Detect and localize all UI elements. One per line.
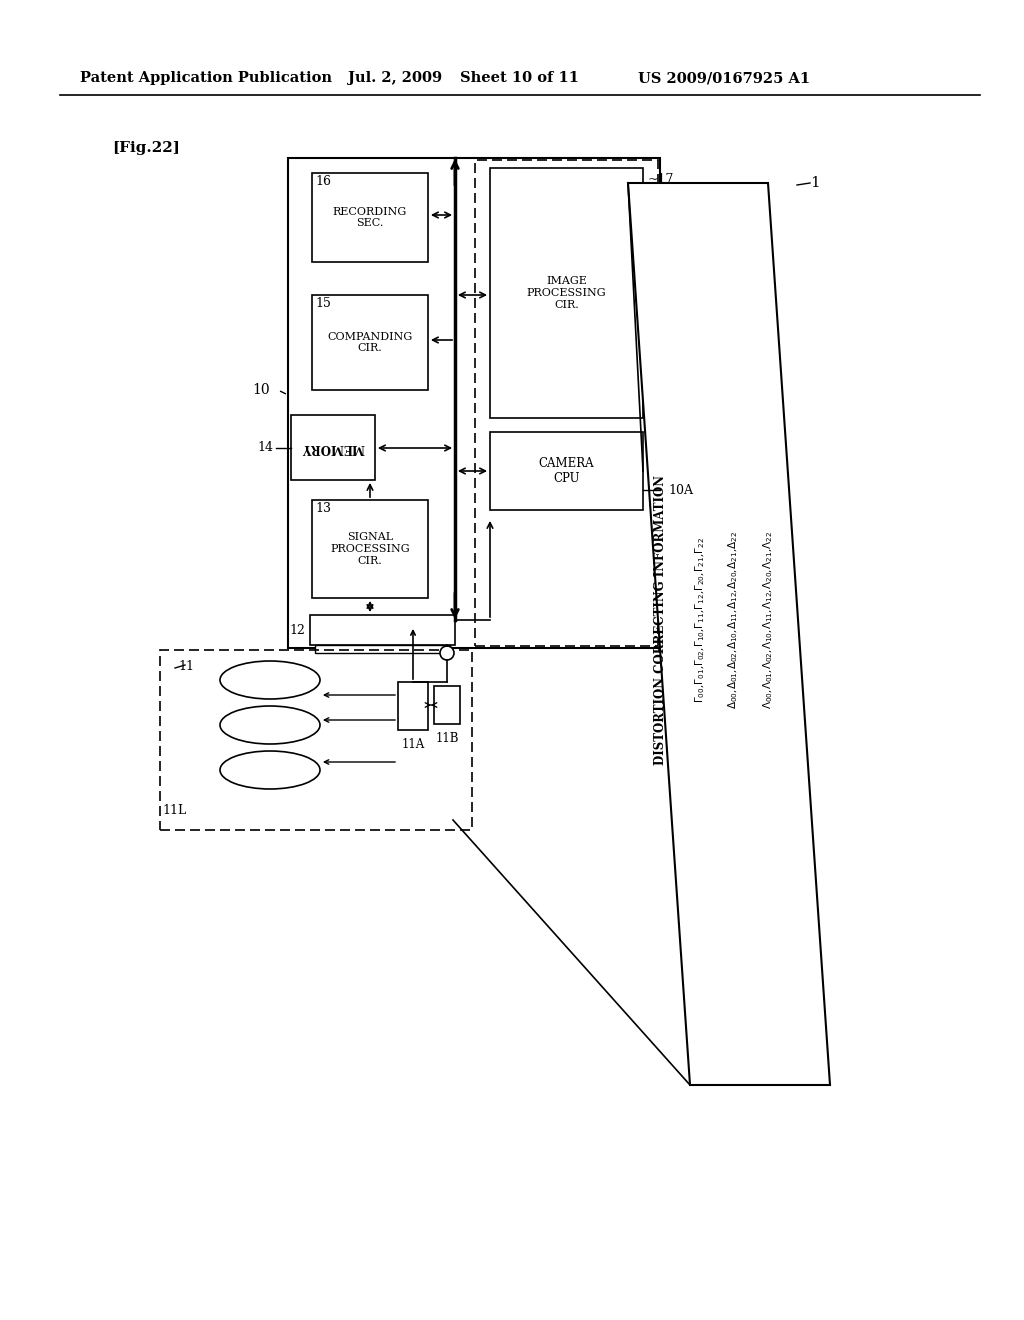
Bar <box>312 500 428 598</box>
Text: 11: 11 <box>178 660 194 673</box>
Text: RECORDING
SEC.: RECORDING SEC. <box>333 207 408 228</box>
Bar <box>160 649 472 830</box>
Text: 11L: 11L <box>162 804 186 817</box>
Text: IMAGE
PROCESSING
CIR.: IMAGE PROCESSING CIR. <box>526 276 606 310</box>
Text: Jul. 2, 2009: Jul. 2, 2009 <box>348 71 442 84</box>
Text: 12: 12 <box>289 623 305 636</box>
Text: 11B: 11B <box>435 733 459 746</box>
Bar <box>398 682 428 730</box>
Text: 10A: 10A <box>668 483 693 496</box>
Text: Patent Application Publication: Patent Application Publication <box>80 71 332 84</box>
Text: 14: 14 <box>257 441 273 454</box>
Text: 1: 1 <box>810 176 820 190</box>
Bar <box>315 645 450 653</box>
Bar <box>310 615 455 645</box>
Text: 16: 16 <box>315 176 331 187</box>
Text: MEMORY: MEMORY <box>301 441 365 454</box>
Bar <box>490 432 643 510</box>
Circle shape <box>440 645 454 660</box>
Text: [Fig.22]: [Fig.22] <box>112 141 180 154</box>
Bar <box>475 160 658 645</box>
Text: DISTORTION CORRECTING INFORMATION: DISTORTION CORRECTING INFORMATION <box>653 475 667 766</box>
Text: US 2009/0167925 A1: US 2009/0167925 A1 <box>638 71 810 84</box>
Bar <box>288 158 660 648</box>
Text: Sheet 10 of 11: Sheet 10 of 11 <box>460 71 579 84</box>
Bar <box>312 173 428 261</box>
Polygon shape <box>628 183 830 1085</box>
Text: ~17: ~17 <box>648 173 675 186</box>
Text: $\Delta_{00}$,$\Delta_{01}$,$\Delta_{02}$,$\Delta_{10}$,$\Delta_{11}$,$\Delta_{1: $\Delta_{00}$,$\Delta_{01}$,$\Delta_{02}… <box>726 531 739 709</box>
Text: 15: 15 <box>315 297 331 310</box>
Text: 10: 10 <box>252 383 270 397</box>
Text: $\Gamma_{00}$,$\Gamma_{01}$,$\Gamma_{02}$,$\Gamma_{10}$,$\Gamma_{11}$,$\Gamma_{1: $\Gamma_{00}$,$\Gamma_{01}$,$\Gamma_{02}… <box>693 537 707 704</box>
Text: COMPANDING
CIR.: COMPANDING CIR. <box>328 331 413 354</box>
Text: SIGNAL
PROCESSING
CIR.: SIGNAL PROCESSING CIR. <box>330 532 410 565</box>
Text: 13: 13 <box>315 502 331 515</box>
Bar <box>312 294 428 389</box>
Text: CAMERA
CPU: CAMERA CPU <box>539 457 594 484</box>
Text: 11A: 11A <box>401 738 425 751</box>
Bar <box>434 686 460 723</box>
Bar <box>490 168 643 418</box>
Bar <box>291 414 375 480</box>
Text: $\Lambda_{00}$,$\Lambda_{01}$,$\Lambda_{02}$,$\Lambda_{10}$,$\Lambda_{11}$,$\Lam: $\Lambda_{00}$,$\Lambda_{01}$,$\Lambda_{… <box>761 531 775 709</box>
